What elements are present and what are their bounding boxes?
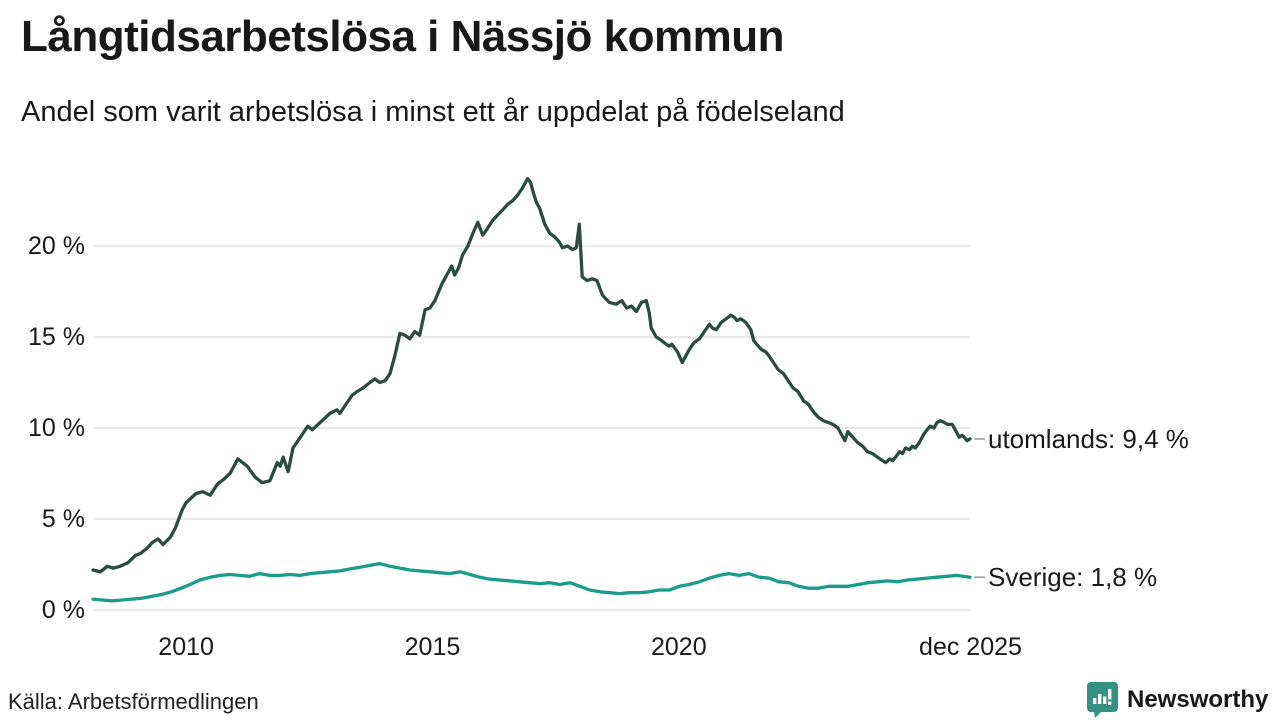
y-tick-label-0: 0 % (41, 596, 85, 624)
x-tick-label-2015: 2015 (404, 633, 461, 661)
series-lines (91, 177, 972, 603)
gridlines (93, 245, 970, 611)
newsworthy-brand-name: Newsworthy (1127, 685, 1269, 713)
newsworthy-bubble-chart-icon (1087, 682, 1118, 718)
x-tick-label-2010: 2010 (158, 633, 214, 661)
y-tick-label-5: 5 % (41, 505, 85, 533)
y-tick-label-10: 10 % (28, 414, 85, 442)
newsworthy-brand-link[interactable]: Newsworthy (1086, 681, 1268, 718)
x-tick-label-dec-2025: dec 2025 (919, 633, 1022, 661)
series-end-label-sverige: Sverige: 1,8 % (988, 562, 1158, 593)
line-utomlands (91, 177, 972, 574)
source-attribution: Källa: Arbetsförmedlingen (8, 689, 259, 714)
series-end-label-utomlands: utomlands: 9,4 % (988, 423, 1189, 454)
label-connectors (974, 438, 985, 579)
y-tick-label-15: 15 % (28, 323, 85, 351)
y-tick-label-20: 20 % (28, 232, 85, 260)
chart-subtitle: Andel som varit arbetslösa i minst ett å… (21, 96, 845, 128)
chart-title: Långtidsarbetslösa i Nässjö kommun (21, 12, 784, 61)
line-sverige (91, 561, 972, 603)
x-tick-label-2020: 2020 (651, 633, 707, 661)
